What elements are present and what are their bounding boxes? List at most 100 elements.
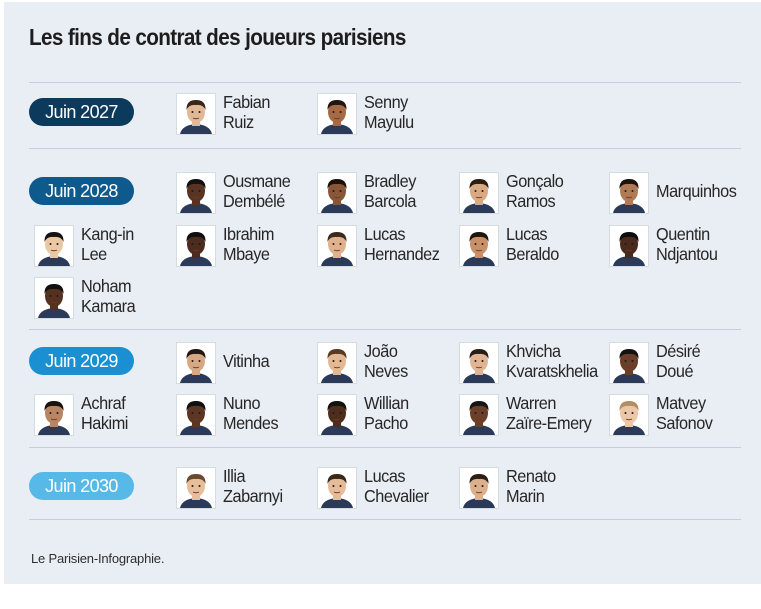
player-name: Marquinhos (656, 181, 737, 201)
player-first-name: Marquinhos (656, 181, 737, 201)
player-photo (317, 394, 357, 436)
player-name: Lucas Beraldo (506, 224, 559, 264)
player-first-name: Willian (364, 393, 409, 413)
player-name: Warren Zaïre-Emery (506, 393, 592, 433)
player-photo (317, 172, 357, 214)
player-portrait-icon (180, 232, 212, 266)
player-last-name: Mbaye (223, 244, 270, 264)
player-first-name: Lucas (364, 224, 406, 244)
player-last-name: Ruiz (223, 112, 254, 132)
player-portrait-icon (180, 349, 212, 383)
player-first-name: Lucas (364, 466, 406, 486)
player-name: Illia Zabarnyi (223, 466, 283, 506)
player-photo (176, 172, 216, 214)
player-item: Willian Pacho (317, 392, 467, 436)
player-name: Lucas Hernandez (364, 224, 440, 264)
player-last-name: Doué (656, 361, 694, 381)
player-last-name: Lee (81, 244, 107, 264)
separator (29, 82, 741, 83)
player-first-name: Matvey (656, 393, 706, 413)
player-portrait-icon (38, 284, 70, 318)
player-name: Khvicha Kvaratskhelia (506, 341, 598, 381)
player-photo (317, 342, 357, 384)
player-photo (34, 225, 74, 267)
year-badge: Juin 2029 (29, 347, 134, 375)
player-item: Bradley Barcola (317, 170, 467, 214)
player-name: Matvey Safonov (656, 393, 713, 433)
player-item: Achraf Hakimi (34, 392, 184, 436)
player-first-name: Nuno (223, 393, 261, 413)
player-first-name: Ibrahim (223, 224, 275, 244)
player-photo (609, 225, 649, 267)
player-last-name: Safonov (656, 413, 713, 433)
player-item: João Neves (317, 340, 467, 384)
player-item: Senny Mayulu (317, 91, 467, 135)
player-last-name: Beraldo (506, 244, 559, 264)
player-portrait-icon (180, 100, 212, 134)
player-item: Ibrahim Mbaye (176, 223, 326, 267)
player-portrait-icon (321, 474, 353, 508)
player-item: Kang-in Lee (34, 223, 184, 267)
player-first-name: Khvicha (506, 341, 561, 361)
player-name: Kang-in Lee (81, 224, 134, 264)
player-portrait-icon (321, 100, 353, 134)
player-item: Désiré Doué (609, 340, 759, 384)
player-name: Achraf Hakimi (81, 393, 128, 433)
player-portrait-icon (613, 179, 645, 213)
player-item: Lucas Beraldo (459, 223, 609, 267)
player-photo (609, 172, 649, 214)
player-photo (34, 394, 74, 436)
year-badge: Juin 2030 (29, 472, 134, 500)
player-name: Ousmane Dembélé (223, 171, 291, 211)
player-portrait-icon (38, 232, 70, 266)
player-name: Vitinha (223, 351, 270, 371)
player-portrait-icon (463, 232, 495, 266)
player-portrait-icon (321, 401, 353, 435)
player-last-name: Neves (364, 361, 408, 381)
player-photo (317, 467, 357, 509)
player-portrait-icon (180, 179, 212, 213)
player-last-name: Ndjantou (656, 244, 718, 264)
separator (29, 447, 741, 448)
player-portrait-icon (463, 349, 495, 383)
player-portrait-icon (321, 232, 353, 266)
player-first-name: Senny (364, 92, 408, 112)
player-name: Senny Mayulu (364, 92, 414, 132)
player-item: Warren Zaïre-Emery (459, 392, 609, 436)
player-first-name: Illia (223, 466, 246, 486)
player-first-name: Fabian (223, 92, 270, 112)
separator (29, 329, 741, 330)
player-last-name: Pacho (364, 413, 408, 433)
player-item: Khvicha Kvaratskhelia (459, 340, 609, 384)
player-photo (317, 225, 357, 267)
player-item: Quentin Ndjantou (609, 223, 759, 267)
player-last-name: Mayulu (364, 112, 414, 132)
year-badge: Juin 2028 (29, 177, 134, 205)
player-photo (34, 277, 74, 319)
player-name: Quentin Ndjantou (656, 224, 718, 264)
player-name: Désiré Doué (656, 341, 701, 381)
player-last-name: Barcola (364, 191, 416, 211)
player-item: Noham Kamara (34, 275, 184, 319)
source-credit: Le Parisien-Infographie. (31, 551, 165, 566)
player-last-name: Hakimi (81, 413, 128, 433)
player-name: Fabian Ruiz (223, 92, 270, 132)
player-name: Gonçalo Ramos (506, 171, 564, 211)
player-photo (176, 467, 216, 509)
player-portrait-icon (463, 179, 495, 213)
player-portrait-icon (180, 474, 212, 508)
player-name: Nuno Mendes (223, 393, 279, 433)
player-photo (459, 172, 499, 214)
player-photo (176, 342, 216, 384)
player-first-name: Ousmane (223, 171, 291, 191)
player-portrait-icon (321, 179, 353, 213)
player-portrait-icon (613, 401, 645, 435)
player-portrait-icon (180, 401, 212, 435)
player-first-name: Vitinha (223, 351, 270, 371)
player-last-name: Kamara (81, 296, 136, 316)
player-portrait-icon (463, 474, 495, 508)
player-name: Lucas Chevalier (364, 466, 429, 506)
player-first-name: Bradley (364, 171, 416, 191)
player-first-name: Gonçalo (506, 171, 564, 191)
player-last-name: Chevalier (364, 486, 429, 506)
